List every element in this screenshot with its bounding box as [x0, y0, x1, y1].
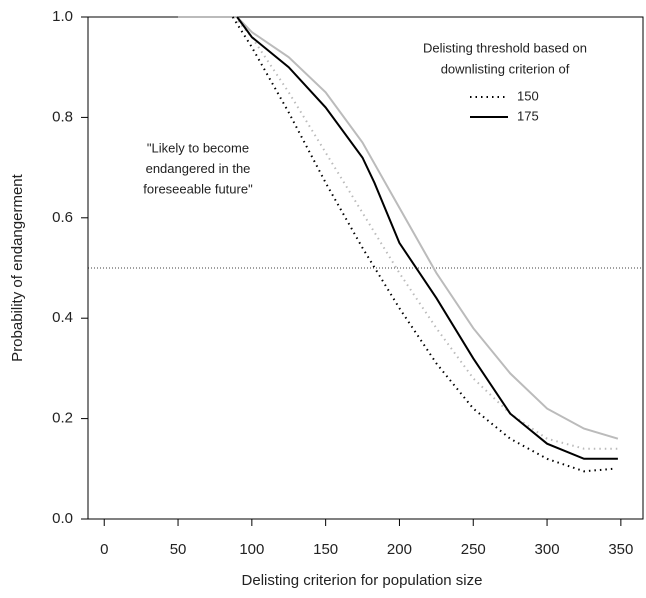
- y-axis-label: Probability of endangerment: [9, 173, 26, 361]
- x-tick-label: 100: [239, 541, 264, 558]
- series-line: [178, 16, 619, 440]
- x-tick-label: 350: [608, 541, 633, 558]
- legend-label: 175: [517, 108, 539, 123]
- series-line: [233, 16, 618, 450]
- legend-label: 150: [517, 88, 539, 103]
- y-tick-label: 0.0: [52, 510, 73, 527]
- y-tick-label: 0.8: [52, 108, 73, 125]
- series-line: [231, 16, 614, 473]
- x-tick-label: 200: [387, 541, 412, 558]
- y-tick-label: 0.2: [52, 410, 73, 427]
- legend-title: Delisting threshold based on: [423, 40, 587, 55]
- x-tick-label: 0: [100, 541, 108, 558]
- x-tick-label: 150: [313, 541, 338, 558]
- annotation: "Likely to become: [147, 140, 249, 155]
- x-tick-label: 250: [461, 541, 486, 558]
- legend-title: downlisting criterion of: [441, 61, 570, 76]
- annotation: foreseeable future": [143, 181, 253, 196]
- annotation: endangered in the: [146, 161, 251, 176]
- x-tick-label: 300: [535, 541, 560, 558]
- y-tick-label: 0.4: [52, 309, 73, 326]
- x-tick-label: 50: [170, 541, 187, 558]
- y-tick-label: 0.6: [52, 209, 73, 226]
- series-line: [236, 16, 618, 460]
- x-axis-label: Delisting criterion for population size: [242, 572, 483, 589]
- y-tick-label: 1.0: [52, 8, 73, 25]
